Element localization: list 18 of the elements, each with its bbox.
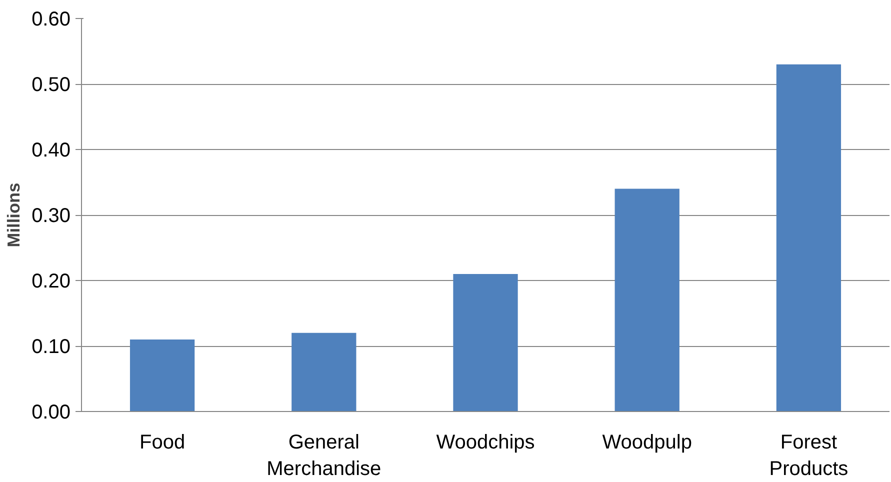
x-tick-label: Food xyxy=(140,432,186,454)
y-tick-label: 0.40 xyxy=(32,140,71,162)
x-tick-label: Woodpulp xyxy=(602,432,692,454)
y-tick-label: 0.60 xyxy=(32,8,71,30)
bar xyxy=(453,274,518,412)
y-tick-label: 0.10 xyxy=(32,336,71,358)
y-axis-title: Millions xyxy=(4,182,24,248)
y-tick-label: 0.20 xyxy=(32,270,71,292)
x-tick-label: General Merchandise xyxy=(266,432,382,480)
bar xyxy=(614,188,680,412)
x-tick-label: Forest Products xyxy=(769,432,848,480)
x-tick-label: Woodchips xyxy=(436,432,535,454)
bar xyxy=(292,332,356,412)
y-tick-label: 0.30 xyxy=(32,205,71,227)
y-tick-label: 0.00 xyxy=(32,402,71,424)
y-tick-label: 0.50 xyxy=(32,74,71,96)
bar xyxy=(776,64,842,412)
bar xyxy=(130,339,195,412)
